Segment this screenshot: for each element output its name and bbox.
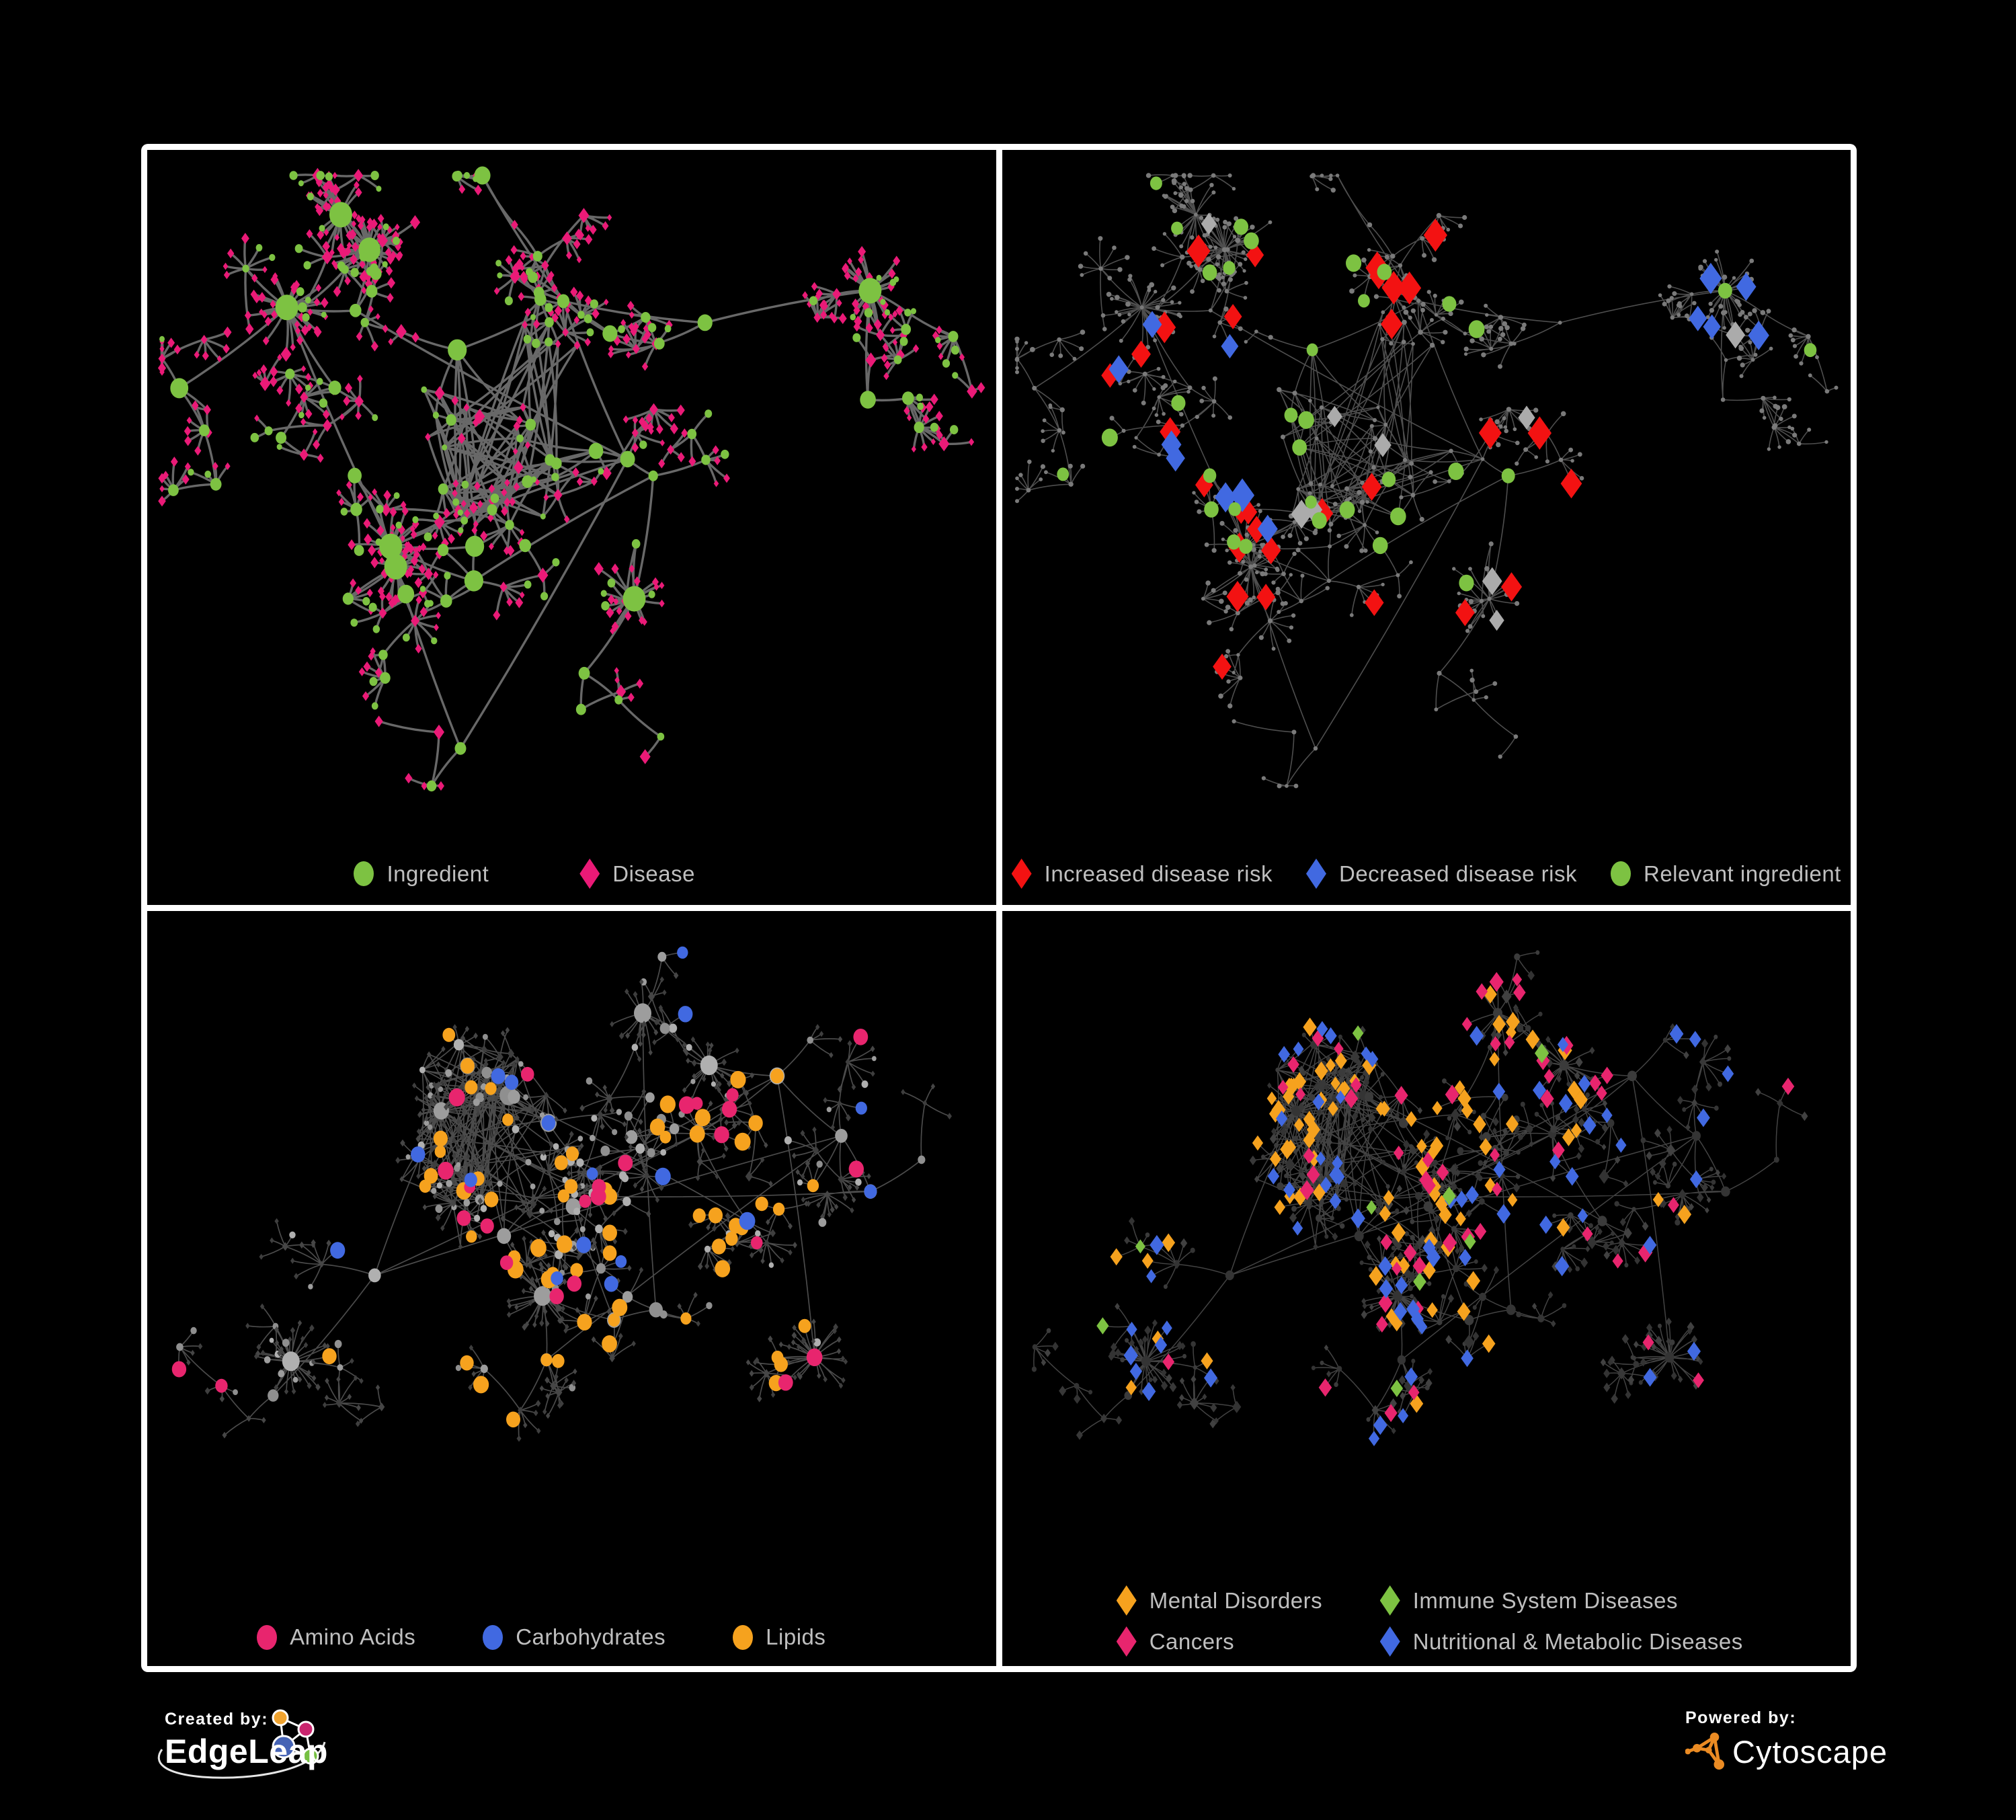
legend-circle-icon	[733, 1624, 754, 1650]
legend-circle-icon	[354, 861, 374, 886]
legend-label: Carbohydrates	[516, 1624, 666, 1649]
legend-diamond-icon	[1011, 859, 1032, 889]
legend-disease-risk: Increased disease risk Decreased disease …	[1002, 859, 1851, 889]
legend-diamond-icon	[1379, 1626, 1400, 1657]
cytoscape-brand-text: Cytoscape	[1732, 1733, 1888, 1770]
legend-label: Immune System Diseases	[1412, 1587, 1679, 1613]
legend-label: Amino Acids	[290, 1624, 416, 1649]
legend-ingredient-disease: Ingredient Disease	[147, 859, 949, 889]
legend-label: Disease	[612, 861, 695, 886]
legend-diamond-icon	[579, 859, 600, 889]
panel-ingredient-disease-network: Ingredient Disease	[147, 150, 996, 905]
legend-label: Mental Disorders	[1149, 1587, 1323, 1613]
legend-label: Relevant ingredient	[1643, 861, 1841, 886]
edgeleap-brand-text: EdgeLeap	[165, 1733, 328, 1770]
legend-diamond-icon	[1305, 859, 1326, 889]
legend-item: Cancers	[1116, 1626, 1380, 1657]
legend-item: Increased disease risk	[1011, 859, 1273, 889]
legend-diamond-icon	[1116, 1626, 1137, 1657]
legend-item: Mental Disorders	[1116, 1585, 1380, 1616]
legend-diamond-icon	[1379, 1585, 1400, 1616]
panel-disease-risk-network: Increased disease risk Decreased disease …	[1002, 150, 1851, 905]
legend-item: Lipids	[733, 1624, 825, 1650]
created-by-block: Created by: EdgeLeap	[157, 1709, 328, 1779]
legend-circle-icon	[483, 1624, 503, 1650]
legend-item: Carbohydrates	[483, 1624, 666, 1650]
panel-nutrient-classes-network: Amino Acids Carbohydrates Lipids	[147, 911, 996, 1666]
legend-label: Lipids	[766, 1624, 826, 1649]
legend-item: Nutritional & Metabolic Diseases	[1379, 1626, 1743, 1657]
legend-item: Disease	[579, 859, 695, 889]
legend-label: Decreased disease risk	[1338, 861, 1577, 886]
legend-item: Ingredient	[354, 861, 489, 887]
legend-circle-icon	[257, 1624, 278, 1650]
legend-label: Cancers	[1149, 1628, 1235, 1654]
legend-nutrient-classes: Amino Acids Carbohydrates Lipids	[147, 1624, 966, 1650]
disease-risk-network-svg	[1014, 173, 1838, 789]
created-by-label: Created by:	[165, 1710, 269, 1729]
panels-grid: Ingredient Disease Increased disease risk…	[141, 144, 1857, 1672]
ingredient-disease-network-svg	[157, 166, 985, 792]
legend-item: Immune System Diseases	[1379, 1585, 1743, 1616]
legend-label: Ingredient	[387, 861, 489, 886]
legend-disease-classes: Mental Disorders Immune System Diseases Ca…	[1006, 1585, 1851, 1657]
legend-item: Relevant ingredient	[1610, 861, 1841, 887]
legend-label: Nutritional & Metabolic Diseases	[1412, 1628, 1743, 1654]
panel-disease-classes-network: Mental Disorders Immune System Diseases Ca…	[1002, 911, 1851, 1666]
legend-item: Amino Acids	[257, 1624, 415, 1650]
disease-classes-network-svg	[1031, 950, 1808, 1446]
powered-by-block: Powered by: Cytosc	[1685, 1708, 1888, 1771]
legend-diamond-icon	[1116, 1585, 1137, 1616]
powered-by-label: Powered by:	[1685, 1708, 1797, 1727]
legend-label: Increased disease risk	[1044, 861, 1273, 886]
legend-circle-icon	[1610, 861, 1631, 886]
cytoscape-logo-icon	[1685, 1732, 1724, 1770]
nutrient-classes-network-svg	[171, 946, 952, 1442]
legend-item: Decreased disease risk	[1305, 859, 1577, 889]
